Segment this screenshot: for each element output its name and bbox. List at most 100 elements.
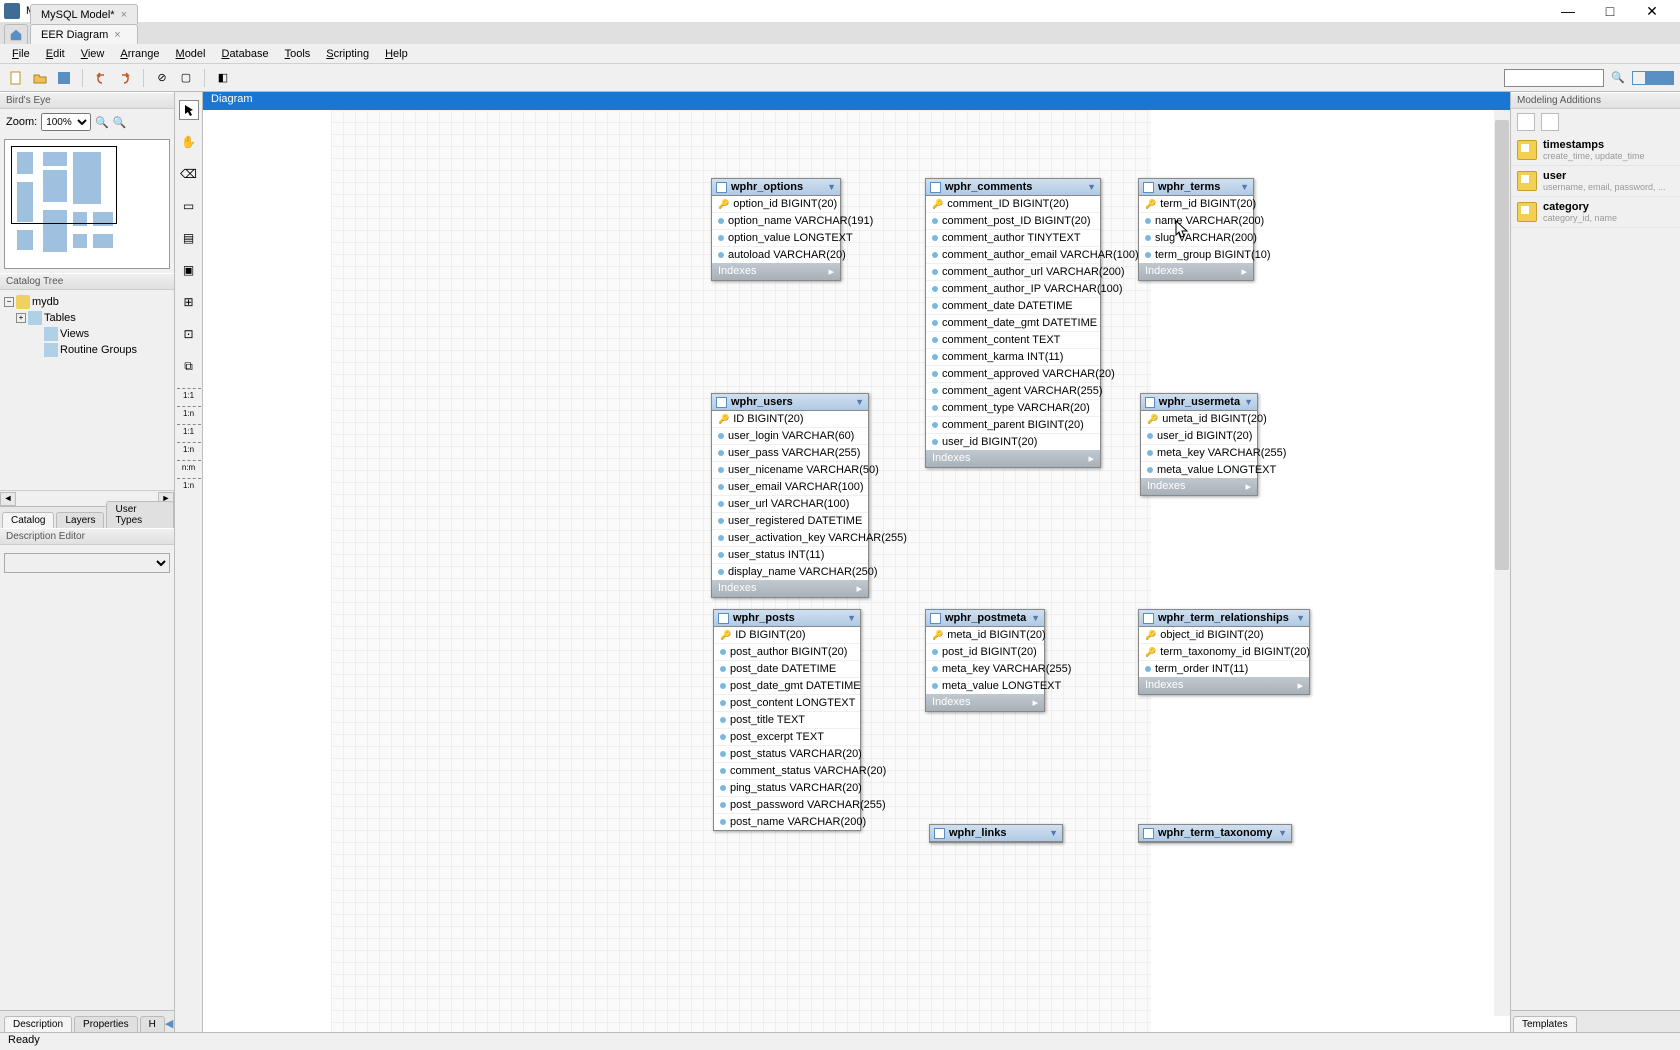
- relationship-tool[interactable]: 1:1: [177, 388, 201, 406]
- indexes-row[interactable]: Indexes▸: [926, 694, 1044, 711]
- table-column-row[interactable]: option_name VARCHAR(191): [712, 213, 840, 230]
- table-column-row[interactable]: user_email VARCHAR(100): [712, 479, 868, 496]
- new-diagram-button[interactable]: ◧: [213, 68, 233, 88]
- table-column-row[interactable]: comment_author_email VARCHAR(100): [926, 247, 1100, 264]
- table-header[interactable]: wphr_options▼: [712, 179, 840, 196]
- templates-tab[interactable]: Templates: [1513, 1016, 1577, 1032]
- layer-tool[interactable]: ▭: [179, 196, 199, 216]
- db-table-wphr_term_relationships[interactable]: wphr_term_relationships▼🔑object_id BIGIN…: [1138, 609, 1310, 695]
- table-column-row[interactable]: 🔑meta_id BIGINT(20): [926, 627, 1044, 644]
- table-column-row[interactable]: user_registered DATETIME: [712, 513, 868, 530]
- relationship-tool[interactable]: n:m: [177, 460, 201, 478]
- indexes-row[interactable]: Indexes▸: [1139, 263, 1253, 280]
- footer-tab[interactable]: Description: [4, 1016, 72, 1032]
- hand-tool[interactable]: ✋: [179, 132, 199, 152]
- save-button[interactable]: [54, 68, 74, 88]
- left-tab-catalog[interactable]: Catalog: [2, 512, 54, 528]
- table-column-row[interactable]: name VARCHAR(200): [1139, 213, 1253, 230]
- table-column-row[interactable]: post_date DATETIME: [714, 661, 860, 678]
- tree-node-row[interactable]: Views: [4, 326, 170, 342]
- table-column-row[interactable]: meta_key VARCHAR(255): [1141, 445, 1257, 462]
- table-column-row[interactable]: comment_author_IP VARCHAR(100): [926, 281, 1100, 298]
- tree-toggle-icon[interactable]: −: [4, 297, 14, 307]
- collapse-icon[interactable]: ▼: [1244, 397, 1253, 407]
- align-button[interactable]: ▢: [176, 68, 196, 88]
- table-column-row[interactable]: slug VARCHAR(200): [1139, 230, 1253, 247]
- panel-center-toggle[interactable]: [1646, 71, 1660, 85]
- collapse-icon[interactable]: ▼: [1031, 613, 1040, 623]
- tree-toggle-icon[interactable]: +: [16, 313, 26, 323]
- table-column-row[interactable]: 🔑ID BIGINT(20): [712, 411, 868, 428]
- table-header[interactable]: wphr_comments▼: [926, 179, 1100, 196]
- table-column-row[interactable]: user_url VARCHAR(100): [712, 496, 868, 513]
- panel-right-toggle[interactable]: [1660, 71, 1674, 85]
- table-column-row[interactable]: meta_value LONGTEXT: [926, 678, 1044, 694]
- tree-db-row[interactable]: − mydb: [4, 294, 170, 310]
- eraser-tool[interactable]: ⌫: [179, 164, 199, 184]
- indexes-row[interactable]: Indexes▸: [712, 580, 868, 597]
- table-header[interactable]: wphr_users▼: [712, 394, 868, 411]
- table-column-row[interactable]: 🔑term_id BIGINT(20): [1139, 196, 1253, 213]
- diagram-canvas[interactable]: wphr_options▼🔑option_id BIGINT(20)option…: [203, 110, 1510, 1032]
- table-column-row[interactable]: 🔑comment_ID BIGINT(20): [926, 196, 1100, 213]
- table-column-row[interactable]: user_id BIGINT(20): [926, 434, 1100, 450]
- canvas-vscroll[interactable]: [1494, 110, 1510, 1016]
- table-column-row[interactable]: user_login VARCHAR(60): [712, 428, 868, 445]
- table-column-row[interactable]: comment_parent BIGINT(20): [926, 417, 1100, 434]
- addition-item[interactable]: userusername, email, password, ...: [1511, 166, 1680, 197]
- menu-item-model[interactable]: Model: [168, 46, 214, 62]
- tree-node-row[interactable]: +Tables: [4, 310, 170, 326]
- menu-item-edit[interactable]: Edit: [38, 46, 73, 62]
- footer-tab[interactable]: Properties: [74, 1016, 138, 1032]
- table-column-row[interactable]: comment_approved VARCHAR(20): [926, 366, 1100, 383]
- table-column-row[interactable]: user_id BIGINT(20): [1141, 428, 1257, 445]
- image-tool[interactable]: ▣: [179, 260, 199, 280]
- db-table-wphr_postmeta[interactable]: wphr_postmeta▼🔑meta_id BIGINT(20)post_id…: [925, 609, 1045, 712]
- table-column-row[interactable]: autoload VARCHAR(20): [712, 247, 840, 263]
- collapse-icon[interactable]: ▼: [1278, 828, 1287, 838]
- tree-node-row[interactable]: Routine Groups: [4, 342, 170, 358]
- table-column-row[interactable]: post_status VARCHAR(20): [714, 746, 860, 763]
- zoom-out-button[interactable]: 🔍: [113, 116, 127, 129]
- relationship-tool[interactable]: 1:n: [177, 478, 201, 496]
- note-tool[interactable]: ▤: [179, 228, 199, 248]
- indexes-row[interactable]: Indexes▸: [1141, 478, 1257, 495]
- scroll-left-button[interactable]: ◄: [0, 492, 16, 506]
- table-header[interactable]: wphr_postmeta▼: [926, 610, 1044, 627]
- additions-btn-2[interactable]: [1541, 113, 1559, 131]
- maximize-button[interactable]: □: [1598, 3, 1622, 20]
- table-column-row[interactable]: post_id BIGINT(20): [926, 644, 1044, 661]
- db-table-wphr_users[interactable]: wphr_users▼🔑ID BIGINT(20)user_login VARC…: [711, 393, 869, 598]
- collapse-icon[interactable]: ▼: [1049, 828, 1058, 838]
- home-tab-button[interactable]: [4, 24, 28, 44]
- relationship-tool[interactable]: 1:1: [177, 424, 201, 442]
- menu-item-arrange[interactable]: Arrange: [112, 46, 167, 62]
- db-table-wphr_options[interactable]: wphr_options▼🔑option_id BIGINT(20)option…: [711, 178, 841, 281]
- table-column-row[interactable]: 🔑ID BIGINT(20): [714, 627, 860, 644]
- zoom-in-button[interactable]: 🔍: [95, 116, 109, 129]
- table-header[interactable]: wphr_terms▼: [1139, 179, 1253, 196]
- menu-item-help[interactable]: Help: [377, 46, 416, 62]
- table-header[interactable]: wphr_usermeta▼: [1141, 394, 1257, 411]
- relationship-tool[interactable]: 1:n: [177, 406, 201, 424]
- table-header[interactable]: wphr_links▼: [930, 825, 1062, 842]
- additions-btn-1[interactable]: [1517, 113, 1535, 131]
- search-button[interactable]: 🔍: [1608, 68, 1628, 88]
- addition-item[interactable]: categorycategory_id, name: [1511, 197, 1680, 228]
- table-column-row[interactable]: 🔑umeta_id BIGINT(20): [1141, 411, 1257, 428]
- new-file-button[interactable]: [6, 68, 26, 88]
- db-table-wphr_term_taxonomy[interactable]: wphr_term_taxonomy▼: [1138, 824, 1292, 843]
- table-column-row[interactable]: term_group BIGINT(10): [1139, 247, 1253, 263]
- collapse-icon[interactable]: ▼: [827, 182, 836, 192]
- open-file-button[interactable]: [30, 68, 50, 88]
- table-tool[interactable]: ⊞: [179, 292, 199, 312]
- tab-close-icon[interactable]: ×: [121, 9, 127, 21]
- document-tab[interactable]: MySQL Model*×: [30, 4, 138, 24]
- menu-item-database[interactable]: Database: [213, 46, 276, 62]
- table-column-row[interactable]: term_order INT(11): [1139, 661, 1309, 677]
- relationship-tool[interactable]: 1:n: [177, 442, 201, 460]
- collapse-icon[interactable]: ▼: [1240, 182, 1249, 192]
- table-header[interactable]: wphr_posts▼: [714, 610, 860, 627]
- db-table-wphr_comments[interactable]: wphr_comments▼🔑comment_ID BIGINT(20) comm…: [925, 178, 1101, 468]
- db-table-wphr_usermeta[interactable]: wphr_usermeta▼🔑umeta_id BIGINT(20)user_i…: [1140, 393, 1258, 496]
